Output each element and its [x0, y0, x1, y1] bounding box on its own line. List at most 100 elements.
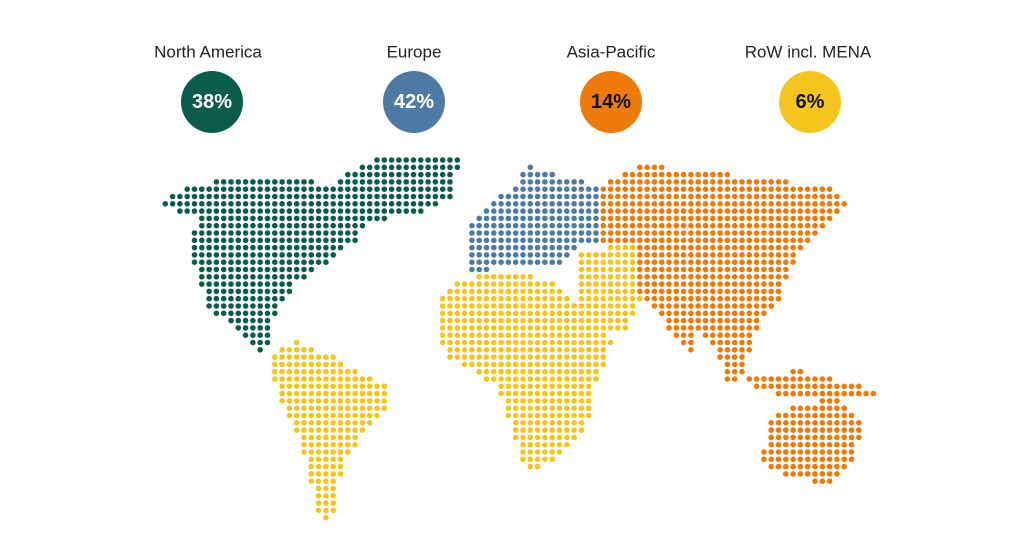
map-dot	[753, 201, 760, 207]
map-dot	[797, 215, 804, 222]
map-dot	[812, 208, 818, 214]
map-dot	[717, 295, 723, 302]
map-dot	[746, 303, 753, 309]
map-dot	[206, 215, 212, 222]
map-dot	[746, 237, 753, 244]
map-dot	[505, 237, 512, 244]
map-dot	[527, 427, 534, 433]
map-dot	[775, 222, 782, 229]
map-dot	[578, 230, 585, 236]
map-dot	[476, 317, 483, 324]
map-dot	[549, 222, 555, 229]
map-dot	[739, 361, 745, 368]
map-dot	[308, 471, 315, 477]
map-dot	[542, 361, 548, 368]
map-dot	[461, 347, 468, 353]
map-dot	[600, 339, 607, 346]
map-dot	[272, 259, 278, 266]
map-dot	[834, 390, 840, 397]
map-dot	[841, 412, 847, 419]
map-dot	[483, 208, 490, 214]
map-dot	[571, 303, 577, 309]
map-dot	[264, 186, 271, 192]
map-dot	[739, 325, 745, 331]
map-dot	[505, 317, 512, 324]
map-dot	[695, 230, 701, 236]
map-dot	[841, 427, 847, 433]
map-dot	[512, 376, 519, 382]
map-dot	[783, 463, 789, 470]
map-dot	[337, 412, 344, 419]
map-dot	[607, 252, 614, 258]
map-dot	[761, 281, 767, 287]
map-dot	[637, 237, 643, 244]
map-dot	[505, 303, 512, 309]
map-dot	[607, 266, 614, 273]
map-dot	[651, 186, 658, 192]
map-dot	[804, 186, 811, 192]
map-dot	[352, 215, 358, 222]
map-dot	[797, 427, 804, 433]
map-dot	[593, 186, 599, 192]
map-dot	[761, 193, 767, 200]
map-dot	[235, 281, 242, 287]
map-dot	[520, 179, 526, 185]
map-dot	[585, 295, 592, 302]
map-dot	[359, 383, 366, 390]
map-dot	[556, 368, 563, 375]
map-dot	[790, 434, 796, 441]
map-dot	[607, 215, 614, 222]
map-dot	[688, 332, 694, 339]
map-dot	[549, 354, 555, 360]
map-dot	[534, 186, 541, 192]
map-dot	[564, 193, 570, 200]
map-dot	[585, 288, 592, 295]
map-dot	[483, 295, 490, 302]
map-dot	[534, 288, 541, 295]
map-dot	[220, 193, 227, 200]
map-dot	[527, 456, 534, 463]
map-dot	[644, 288, 650, 295]
map-dot	[578, 325, 585, 331]
map-dot	[564, 354, 570, 360]
map-dot	[585, 193, 592, 200]
map-dot	[337, 361, 344, 368]
map-dot	[520, 420, 526, 426]
map-dot	[337, 383, 344, 390]
map-dot	[761, 201, 767, 207]
map-dot	[607, 288, 614, 295]
map-dot	[527, 230, 534, 236]
map-dot	[680, 325, 687, 331]
map-dot	[293, 376, 300, 382]
map-dot	[534, 332, 541, 339]
map-dot	[257, 332, 264, 339]
map-dot	[666, 237, 672, 244]
map-dot	[615, 325, 621, 331]
map-dot	[505, 405, 512, 412]
map-dot	[790, 193, 796, 200]
map-dot	[293, 427, 300, 433]
map-dot	[366, 405, 373, 412]
map-dot	[819, 441, 826, 448]
map-dot	[717, 179, 723, 185]
map-dot	[301, 420, 307, 426]
map-dot	[542, 449, 548, 455]
map-dot	[841, 420, 847, 426]
map-dot	[702, 281, 709, 287]
map-dot	[476, 259, 483, 266]
map-dot	[556, 186, 563, 192]
map-dot	[556, 179, 563, 185]
map-dot	[527, 171, 534, 178]
map-dot	[366, 376, 373, 382]
map-dot	[483, 244, 490, 251]
map-dot	[826, 456, 833, 463]
map-dot	[469, 310, 475, 317]
map-dot	[315, 434, 322, 441]
map-dot	[651, 208, 658, 214]
map-dot	[571, 434, 577, 441]
map-dot	[520, 361, 526, 368]
map-dot	[330, 186, 337, 192]
map-dot	[585, 201, 592, 207]
map-dot	[534, 201, 541, 207]
map-dot	[542, 208, 548, 214]
